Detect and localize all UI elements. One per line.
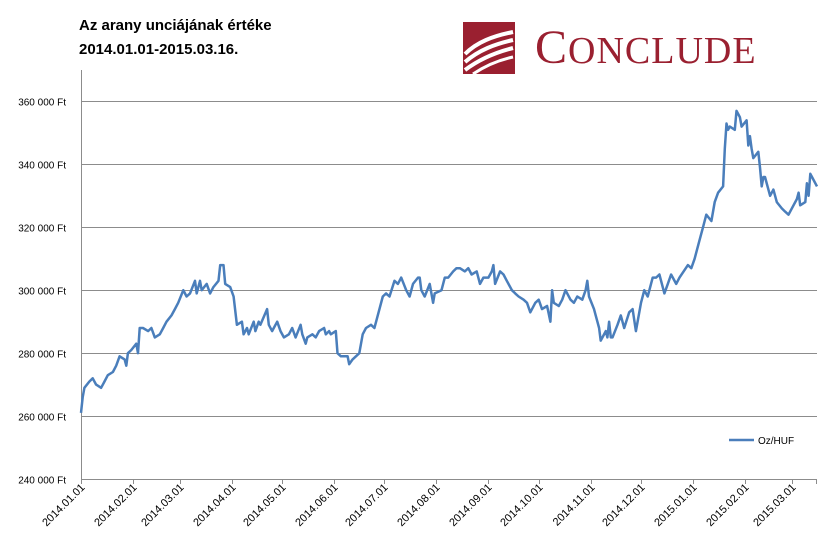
- y-tick-label: 320 000 Ft: [18, 224, 66, 235]
- y-tick-label: 300 000 Ft: [18, 287, 66, 298]
- series-line-oz-huf: [79, 109, 819, 414]
- x-tick-label: 2015.02.01: [704, 482, 751, 529]
- y-tick-label: 360 000 Ft: [18, 98, 66, 109]
- legend-label: Oz/HUF: [758, 436, 794, 447]
- x-tick-label: 2014.01.01: [40, 482, 87, 529]
- x-tick-label: 2015.03.01: [751, 482, 798, 529]
- conclude-logo-mark-icon: [463, 22, 515, 76]
- chart-title: Az arany unciájának értéke: [79, 17, 272, 34]
- x-tick-label: 2014.11.01: [551, 482, 598, 529]
- logo-rest-letters: ONCLUDE: [568, 30, 757, 72]
- chart-subtitle-date-range: 2014.01.01-2015.03.16.: [79, 41, 239, 58]
- x-tick-label: 2014.05.01: [241, 482, 288, 529]
- x-tick-label: 2014.03.01: [139, 482, 186, 529]
- y-tick-label: 240 000 Ft: [18, 476, 66, 487]
- x-tick-label: 2014.12.01: [600, 482, 647, 529]
- conclude-logo: CONCLUDE: [463, 20, 833, 76]
- x-tick-label: 2014.04.01: [191, 482, 238, 529]
- x-tick-label: 2014.08.01: [395, 482, 442, 529]
- x-tick-label: 2015.01.01: [652, 482, 699, 529]
- logo-cap-letter: C: [535, 21, 569, 74]
- y-tick-label: 260 000 Ft: [18, 413, 66, 424]
- x-tick-label: 2014.07.01: [343, 482, 390, 529]
- x-tick-label: 2014.06.01: [293, 482, 340, 529]
- x-tick-label: 2014.09.01: [447, 482, 494, 529]
- conclude-logo-text: CONCLUDE: [535, 22, 757, 77]
- x-tick-label: 2014.10.01: [498, 482, 545, 529]
- y-tick-label: 340 000 Ft: [18, 161, 66, 172]
- y-tick-label: 280 000 Ft: [18, 350, 66, 361]
- chart-title-block: Az arany unciájának értéke 2014.01.01-20…: [79, 14, 379, 62]
- x-tick-label: 2014.02.01: [92, 482, 139, 529]
